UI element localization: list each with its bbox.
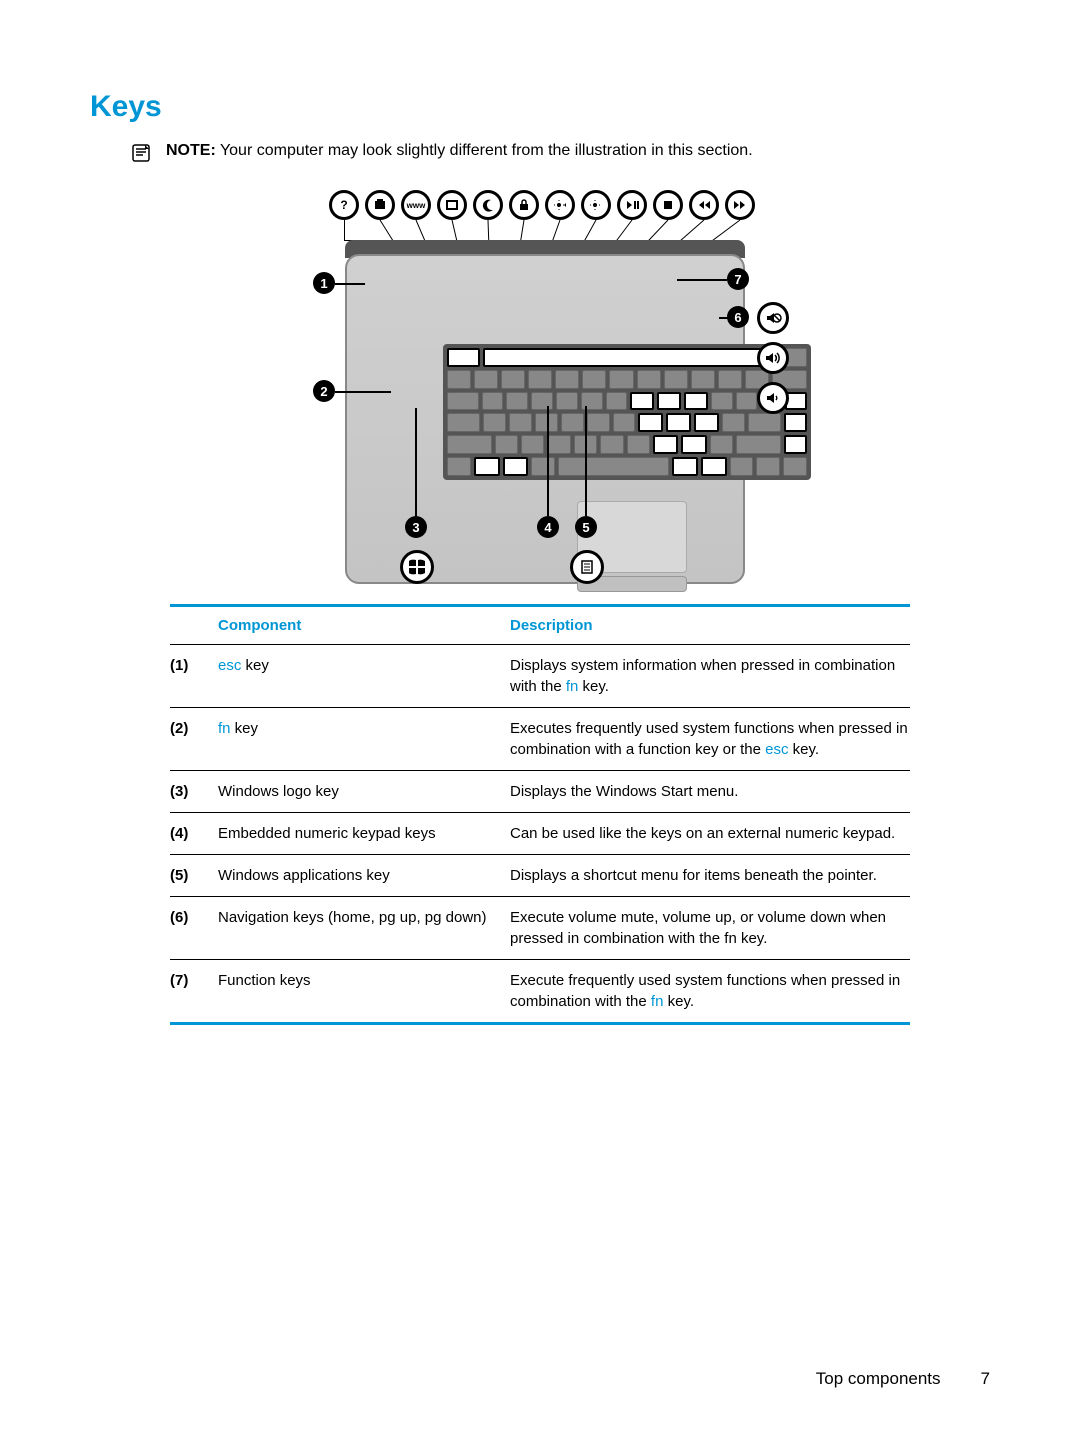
table-row: (3) Windows logo key Displays the Window… xyxy=(170,771,910,813)
note-label: NOTE: xyxy=(166,142,216,159)
page-footer: Top components 7 xyxy=(816,1369,990,1389)
table-row: (6) Navigation keys (home, pg up, pg dow… xyxy=(170,897,910,960)
components-table: Component Description (1) esc key Displa… xyxy=(170,604,910,1025)
table-row: (1) esc key Displays system information … xyxy=(170,645,910,708)
volume-up-icon xyxy=(757,342,789,374)
callout-6: 6 xyxy=(727,306,749,328)
table-row: (5) Windows applications key Displays a … xyxy=(170,855,910,897)
table-row: (7) Function keys Execute frequently use… xyxy=(170,960,910,1022)
callout-1: 1 xyxy=(313,272,335,294)
note-icon xyxy=(130,142,152,164)
applications-key-icon xyxy=(570,550,604,584)
callout-2: 2 xyxy=(313,380,335,402)
table-row: (2) fn key Executes frequently used syst… xyxy=(170,708,910,771)
callout-5: 5 xyxy=(575,516,597,538)
callout-3: 3 xyxy=(405,516,427,538)
note-text: Your computer may look slightly differen… xyxy=(220,142,753,159)
table-header-component: Component xyxy=(218,617,510,634)
footer-section: Top components xyxy=(816,1369,941,1389)
volume-down-icon xyxy=(757,382,789,414)
footer-page-number: 7 xyxy=(981,1369,990,1389)
callout-7: 7 xyxy=(727,268,749,290)
page-title: Keys xyxy=(90,90,990,124)
note-block: NOTE: Your computer may look slightly di… xyxy=(130,142,990,164)
keyboard-illustration: ? www xyxy=(265,184,815,584)
windows-logo-icon xyxy=(400,550,434,584)
mute-icon xyxy=(757,302,789,334)
callout-4: 4 xyxy=(537,516,559,538)
table-row: (4) Embedded numeric keypad keys Can be … xyxy=(170,813,910,855)
table-header-description: Description xyxy=(510,617,910,634)
